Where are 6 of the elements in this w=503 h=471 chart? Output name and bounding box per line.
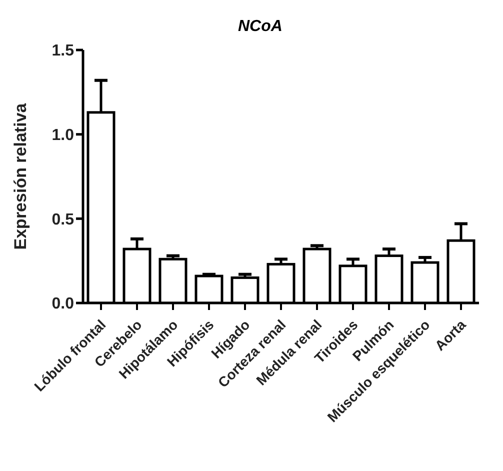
y-tick-label: 1.0 — [52, 127, 74, 144]
y-tick-label: 0.5 — [52, 211, 74, 228]
chart-title: NCoA — [238, 18, 282, 36]
y-axis-title: Expresión relativa — [11, 102, 30, 250]
y-tick-label: 1.5 — [52, 42, 74, 60]
y-tick-label: 0.0 — [52, 296, 74, 313]
